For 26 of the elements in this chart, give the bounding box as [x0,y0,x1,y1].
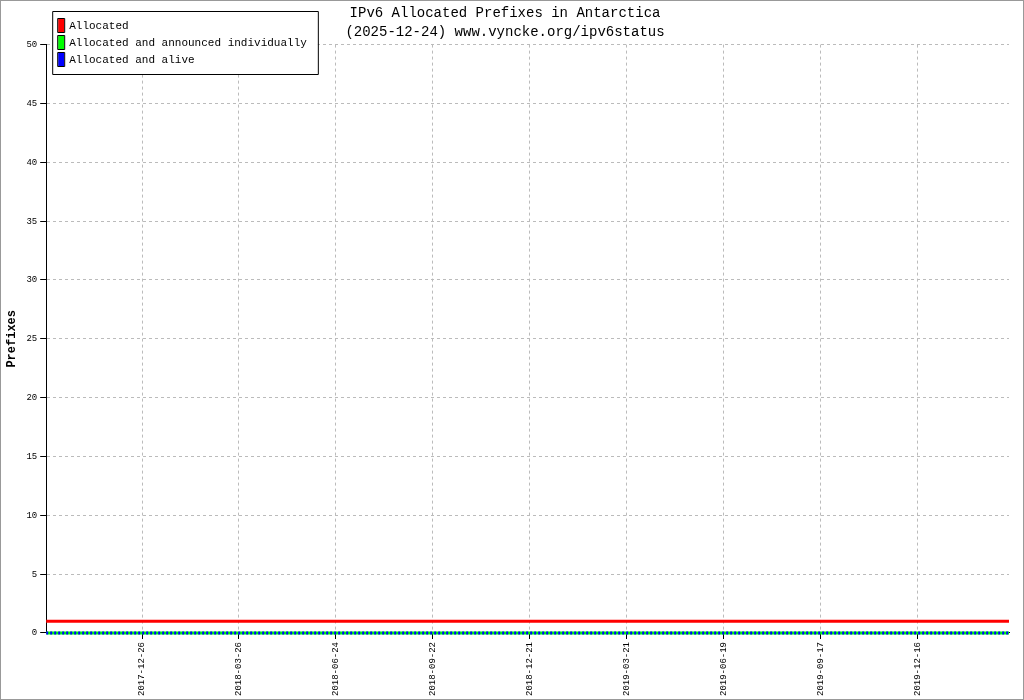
y-tick-label: 40 [26,157,38,168]
legend-label: Allocated [69,19,129,32]
x-tick-label: 2017-12-26 [137,641,148,697]
x-tick-label: 2018-12-21 [525,641,536,697]
legend-label: Allocated and announced individually [69,36,308,49]
x-tick-label: 2019-09-17 [815,641,826,697]
x-tick-label: 2018-09-22 [428,641,439,697]
y-tick-label: 25 [26,334,38,345]
chart-title: IPv6 Allocated Prefixes in Antarctica [349,5,661,22]
legend-label: Allocated and alive [69,53,195,66]
y-tick-label: 10 [26,510,38,521]
x-tick-label: 2018-03-26 [234,641,245,697]
y-tick-label: 0 [31,628,38,639]
x-tick-label: 2018-06-24 [331,641,342,697]
y-tick-label: 50 [26,39,38,50]
y-tick-label: 35 [26,216,38,227]
y-tick-label: 30 [26,275,38,286]
y-tick-label: 20 [26,393,38,404]
x-tick-label: 2019-12-16 [912,641,923,697]
y-axis-title: Prefixes [5,309,20,368]
chart-subtitle: (2025-12-24) www.vyncke.org/ipv6status [345,23,665,40]
y-tick-label: 45 [26,98,38,109]
y-tick-label: 5 [31,569,38,580]
y-tick-label: 15 [26,451,38,462]
x-tick-label: 2019-03-21 [622,641,633,697]
x-tick-label: 2019-06-19 [719,641,729,697]
